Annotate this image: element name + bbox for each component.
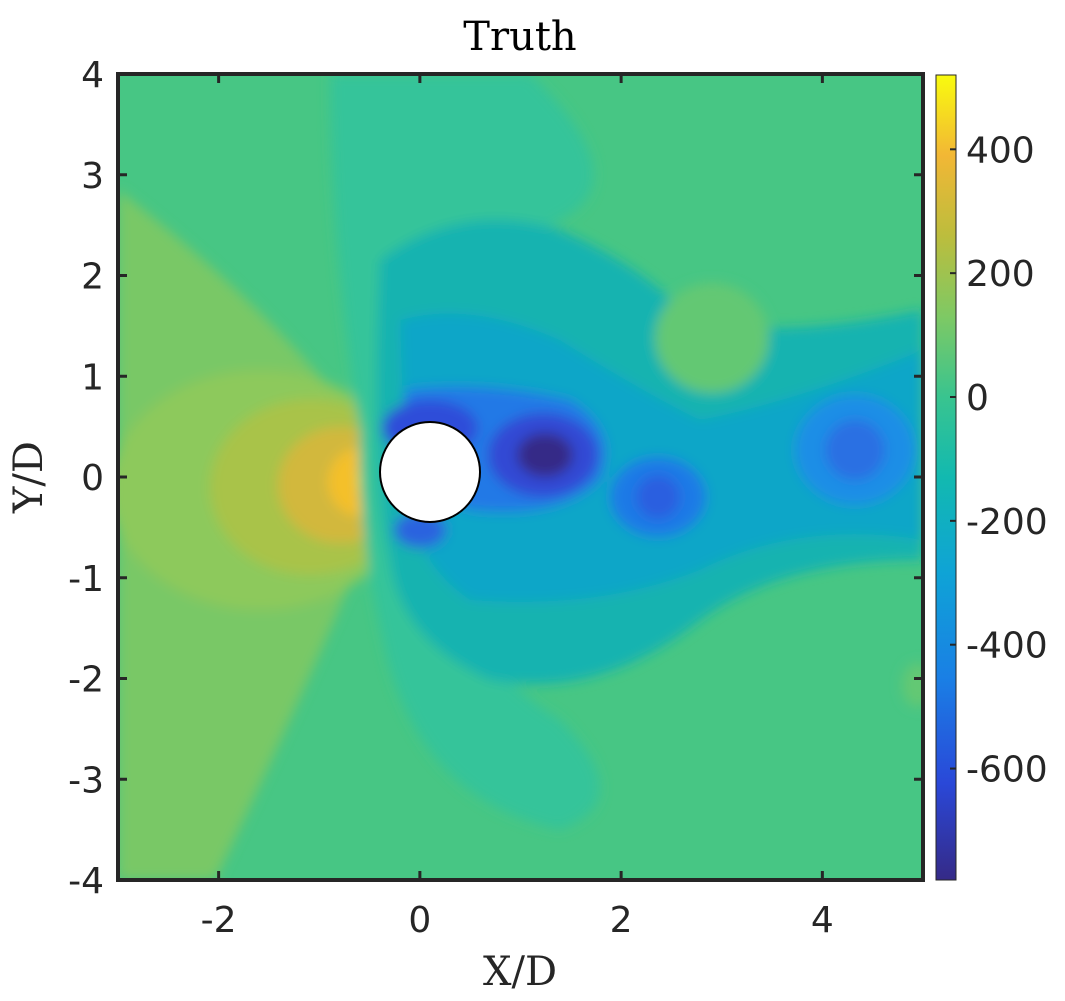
y-tick-label: -4	[68, 861, 104, 902]
vortex-3-core	[825, 420, 885, 480]
vortex-2-core	[636, 475, 680, 519]
cylinder-obstacle	[379, 421, 481, 523]
contour-field	[118, 74, 923, 880]
lower-right-local-high	[902, 663, 923, 707]
x-tick-label: 0	[408, 900, 431, 941]
colorbar-tick-label: 400	[966, 130, 1035, 171]
y-tick-label: 2	[81, 257, 104, 298]
y-tick-label: 1	[81, 357, 104, 398]
y-tick-label: 3	[81, 156, 104, 197]
y-tick-label: 0	[81, 458, 104, 499]
y-tick-label: -3	[68, 760, 104, 801]
x-tick-label: 4	[811, 900, 834, 941]
colorbar-tick-label: 0	[966, 378, 989, 419]
x-tick-label: 2	[610, 900, 633, 941]
y-axis: -4 -3 -2 -1 0 1 2 3 4	[68, 55, 923, 902]
colorbar-tick-label: -400	[966, 626, 1048, 667]
colorbar-tick-label: 200	[966, 254, 1035, 295]
x-axis-label: X/D	[483, 949, 557, 995]
x-tick-label: -2	[201, 900, 237, 941]
y-tick-label: 4	[81, 55, 104, 96]
y-tick-label: -1	[68, 559, 104, 600]
y-axis-label: Y/D	[6, 441, 52, 514]
colorbar-tick-label: -200	[966, 502, 1048, 543]
vortex-1-core	[517, 433, 573, 477]
colorbar-ticks: -600 -400 -200 0 200 400	[950, 130, 1048, 791]
colorbar	[935, 74, 957, 881]
colorbar-tick-label: -600	[966, 750, 1048, 791]
y-tick-label: -2	[68, 660, 104, 701]
upper-local-high	[655, 283, 769, 393]
x-axis: -2 0 2 4	[201, 74, 834, 941]
chart-title: Truth	[463, 14, 576, 60]
contour-regions	[118, 74, 923, 880]
